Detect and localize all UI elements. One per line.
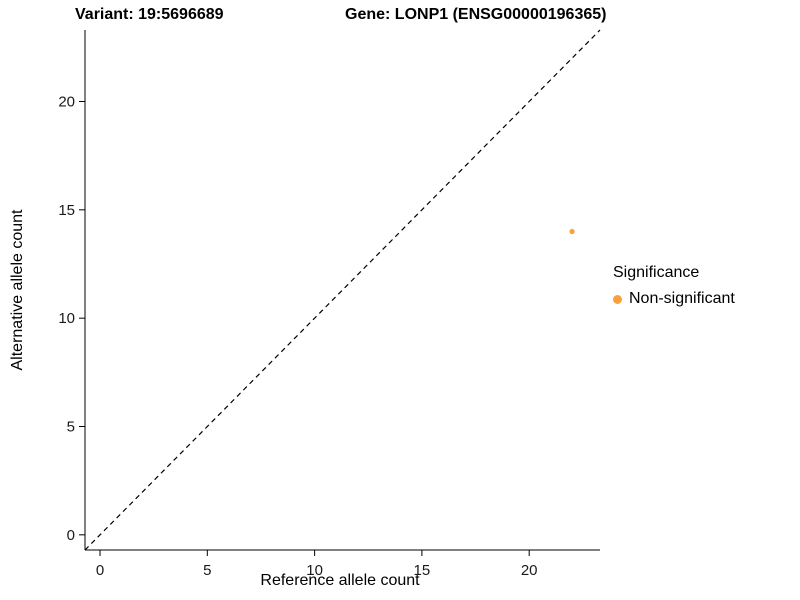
- legend-title: Significance: [613, 264, 700, 281]
- gene-title: Gene: LONP1 (ENSG00000196365): [345, 6, 606, 23]
- y-axis-label: Alternative allele count: [9, 209, 26, 371]
- x-tick-label: 20: [521, 562, 538, 579]
- y-tick-label: 20: [58, 94, 75, 111]
- x-tick-label: 5: [203, 562, 211, 579]
- identity-line: [84, 29, 601, 551]
- y-tick-label: 0: [67, 527, 75, 544]
- y-tick-label: 5: [67, 419, 75, 436]
- legend-entry: Non-significant: [613, 290, 798, 308]
- legend-entry-label: Non-significant: [629, 290, 735, 307]
- x-axis-label: Reference allele count: [260, 572, 420, 589]
- y-tick-label: 15: [58, 202, 75, 219]
- legend-dot-icon: [613, 294, 622, 304]
- plot-panel: 0 5 10 15 20 0 5 10 15 20: [58, 29, 601, 579]
- legend: Significance Non-significant: [613, 264, 798, 308]
- x-tick-label: 15: [414, 562, 431, 579]
- x-tick-label: 10: [306, 562, 323, 579]
- x-tick-label: 0: [96, 562, 104, 579]
- data-point: [569, 228, 575, 235]
- variant-title: Variant: 19:5696689: [75, 6, 224, 23]
- y-tick-label: 10: [58, 310, 75, 327]
